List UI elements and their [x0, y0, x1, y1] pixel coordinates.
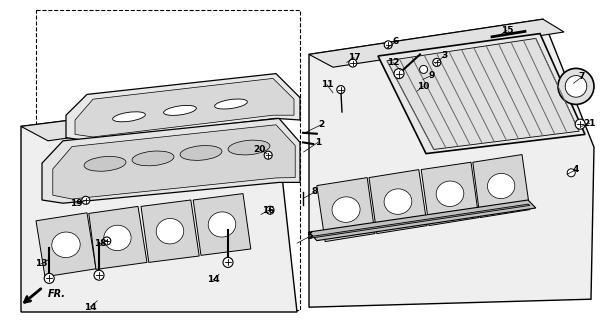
Text: 10: 10 — [417, 82, 429, 91]
Text: 19: 19 — [70, 199, 83, 208]
Circle shape — [433, 58, 441, 66]
Polygon shape — [75, 78, 294, 137]
Polygon shape — [89, 206, 147, 269]
Polygon shape — [378, 34, 585, 154]
Ellipse shape — [132, 151, 174, 166]
Text: 5: 5 — [306, 232, 312, 241]
Circle shape — [565, 76, 587, 97]
Text: 17: 17 — [347, 53, 361, 62]
Polygon shape — [369, 170, 427, 234]
Polygon shape — [473, 155, 530, 218]
Polygon shape — [387, 38, 579, 149]
Ellipse shape — [384, 189, 412, 214]
Text: 8: 8 — [312, 188, 318, 196]
Text: 14: 14 — [206, 276, 220, 284]
Text: 11: 11 — [321, 80, 333, 89]
Circle shape — [266, 206, 274, 214]
Text: 1: 1 — [315, 138, 321, 147]
Ellipse shape — [208, 212, 236, 237]
Ellipse shape — [156, 219, 184, 244]
Ellipse shape — [487, 173, 515, 199]
Circle shape — [337, 86, 345, 93]
Circle shape — [44, 273, 54, 284]
Ellipse shape — [52, 232, 80, 258]
Polygon shape — [141, 200, 199, 262]
Text: 14: 14 — [83, 303, 97, 312]
Polygon shape — [21, 94, 297, 312]
Polygon shape — [309, 19, 594, 307]
Polygon shape — [421, 162, 479, 226]
Ellipse shape — [228, 140, 270, 155]
Text: 13: 13 — [35, 260, 47, 268]
Circle shape — [575, 119, 585, 129]
Ellipse shape — [180, 146, 222, 160]
Text: 9: 9 — [429, 71, 435, 80]
Circle shape — [103, 237, 111, 245]
Text: FR.: FR. — [48, 289, 66, 299]
Polygon shape — [36, 213, 96, 277]
Ellipse shape — [164, 105, 196, 116]
Text: 3: 3 — [441, 52, 447, 60]
Circle shape — [567, 169, 575, 177]
Circle shape — [419, 65, 428, 73]
Circle shape — [394, 68, 404, 79]
Polygon shape — [21, 94, 300, 141]
Polygon shape — [309, 200, 536, 241]
Circle shape — [558, 68, 594, 104]
Text: 20: 20 — [254, 145, 266, 154]
Text: 4: 4 — [573, 165, 579, 174]
Circle shape — [264, 151, 272, 159]
Ellipse shape — [215, 99, 247, 109]
Polygon shape — [66, 74, 300, 141]
Ellipse shape — [436, 181, 464, 206]
Ellipse shape — [113, 112, 145, 122]
Polygon shape — [193, 194, 251, 255]
Ellipse shape — [332, 197, 360, 222]
Circle shape — [384, 41, 392, 49]
Text: 2: 2 — [318, 120, 324, 129]
Polygon shape — [42, 118, 300, 203]
Text: 21: 21 — [584, 119, 596, 128]
Circle shape — [94, 270, 104, 280]
Ellipse shape — [84, 156, 126, 171]
Text: 12: 12 — [387, 58, 399, 67]
Circle shape — [223, 257, 233, 268]
Polygon shape — [309, 204, 530, 238]
Ellipse shape — [104, 225, 131, 251]
Text: 16: 16 — [262, 206, 274, 215]
Text: 15: 15 — [501, 26, 513, 35]
Text: 6: 6 — [393, 37, 399, 46]
Text: 7: 7 — [579, 72, 585, 81]
Circle shape — [349, 59, 357, 67]
Polygon shape — [317, 178, 375, 242]
Circle shape — [82, 196, 90, 204]
Text: 18: 18 — [94, 239, 106, 248]
Polygon shape — [53, 125, 295, 199]
Polygon shape — [309, 19, 564, 67]
